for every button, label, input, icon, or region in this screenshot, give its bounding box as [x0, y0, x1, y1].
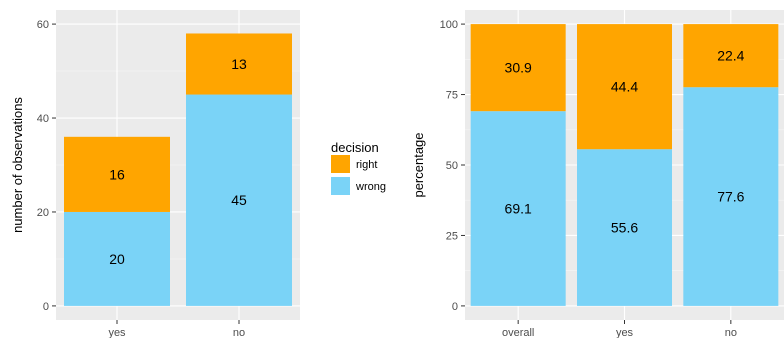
y-tick-label: 0 [43, 301, 49, 313]
bars-left: 20 16 45 13 [64, 33, 292, 306]
bars-right: 69.1 30.9 55.6 44.4 77.6 22.4 [470, 24, 779, 306]
bar-label-right-overall: 30.9 [505, 60, 532, 76]
axes-left: 0 20 40 60 yes no [37, 19, 245, 338]
bar-wrong-overall [470, 111, 566, 306]
bar-wrong-yes [64, 211, 170, 306]
bar-label-right-yes: 44.4 [611, 79, 638, 95]
y-tick-label: 50 [446, 160, 458, 172]
bar-label-wrong-overall: 69.1 [505, 201, 532, 217]
y-axis-title-left: number of observations [10, 97, 25, 233]
legend-key-right [331, 155, 350, 173]
bar-right-yes [577, 24, 672, 150]
x-tick-label-no: no [233, 327, 245, 338]
y-axis-title-right: percentage [411, 132, 426, 197]
legend-label-wrong: wrong [355, 181, 386, 193]
bar-wrong-no [683, 87, 779, 306]
legend-label-right: right [356, 159, 377, 171]
bar-label-wrong-yes: 20 [109, 251, 125, 267]
y-tick-label: 100 [440, 19, 458, 31]
legend-key-wrong [331, 177, 350, 195]
bar-label-wrong-no: 45 [231, 192, 247, 208]
x-tick-label-overall: overall [502, 327, 534, 338]
chart-right: 69.1 30.9 55.6 44.4 77.6 22.4 0 25 50 75 100 overa… [411, 10, 784, 338]
y-tick-label: 75 [446, 90, 458, 102]
bar-label-wrong-no: 77.6 [717, 189, 744, 205]
legend-title: decision [331, 140, 379, 155]
chart-left: 20 16 45 13 0 20 40 60 yes no number of observat… [10, 10, 300, 338]
bar-right-overall [470, 24, 566, 112]
bar-wrong-no [186, 94, 292, 306]
bar-right-no [186, 33, 292, 95]
y-tick-label: 20 [37, 207, 49, 219]
bar-label-right-no: 22.4 [717, 48, 744, 64]
x-tick-label-yes: yes [108, 327, 126, 338]
axes-right: 0 25 50 75 100 overall yes no [440, 19, 737, 338]
x-tick-label-no: no [725, 327, 737, 338]
bar-wrong-yes [577, 149, 672, 306]
bar-right-no [683, 24, 779, 88]
y-tick-label: 40 [37, 113, 49, 125]
y-tick-label: 60 [37, 19, 49, 31]
y-tick-label: 0 [452, 301, 458, 313]
bar-label-right-no: 13 [231, 56, 247, 72]
x-tick-label-yes: yes [616, 327, 634, 338]
bar-label-right-yes: 16 [109, 166, 125, 182]
legend: decision right wrong [331, 140, 386, 195]
bar-right-yes [64, 136, 170, 212]
bar-label-wrong-yes: 55.6 [611, 220, 638, 236]
y-tick-label: 25 [446, 230, 458, 242]
